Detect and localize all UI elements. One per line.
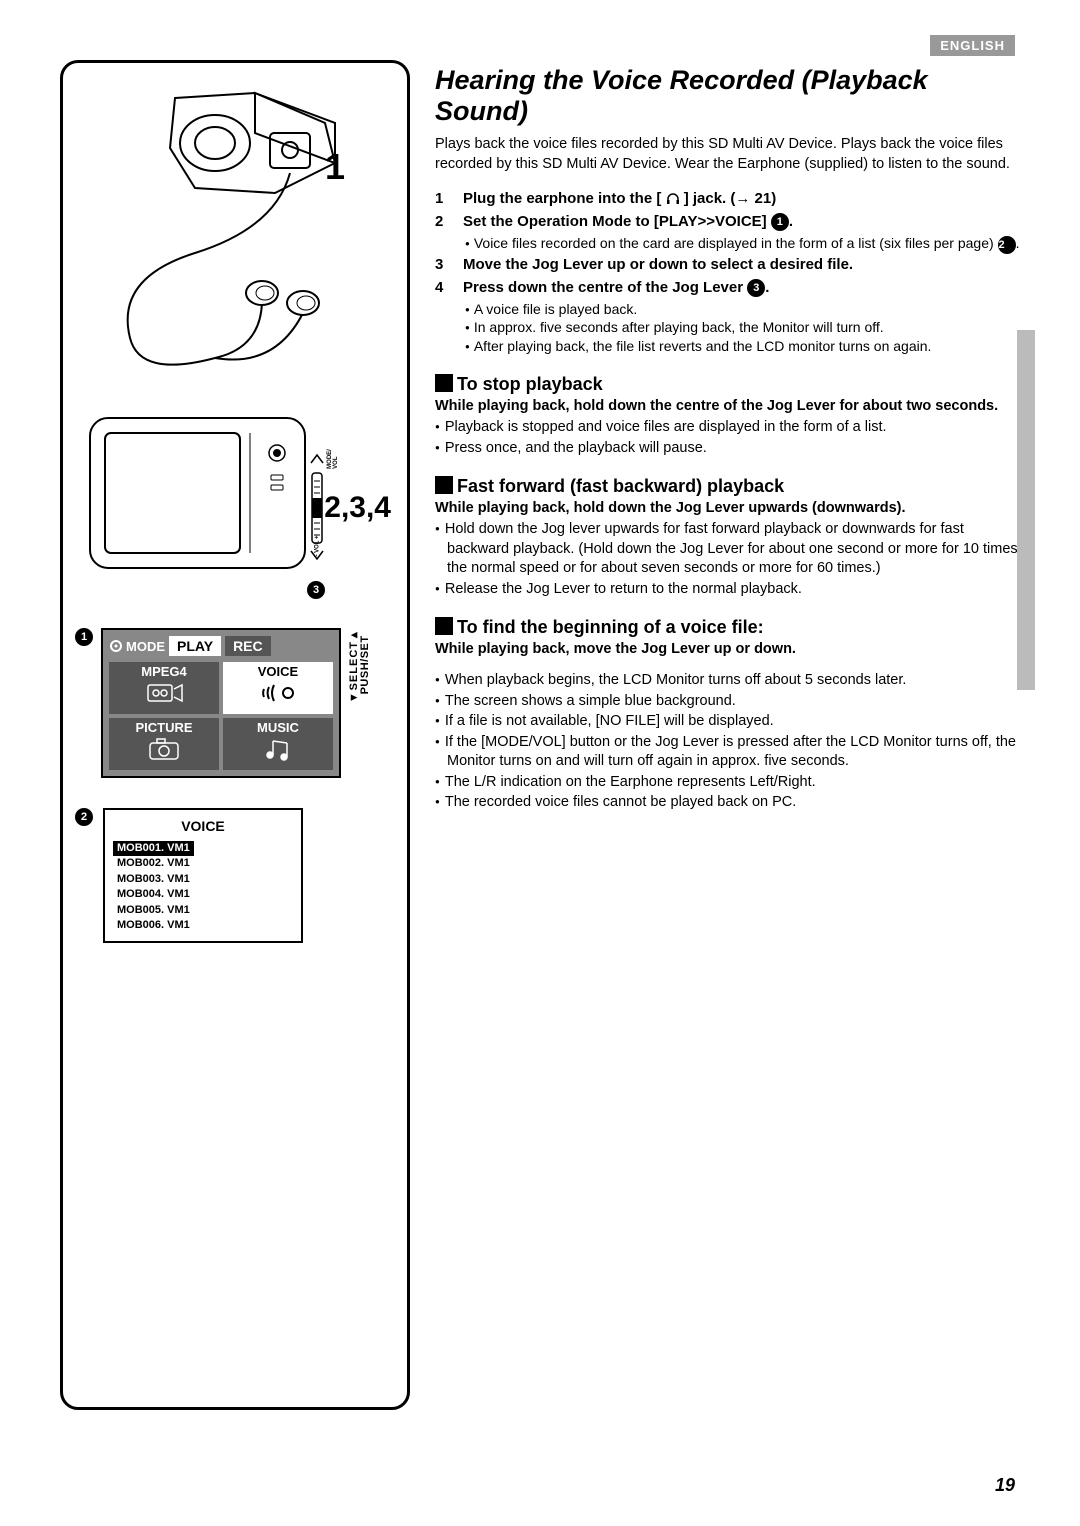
device-joglever-diagram: 2,3,4 3 MODE/VOL - VOL + bbox=[75, 403, 395, 603]
mode-panel-area: 1 MODE PLAY REC MPEG4 bbox=[75, 628, 395, 778]
bullet: Release the Jog Lever to return to the n… bbox=[435, 580, 1020, 600]
bullet: Hold down the Jog lever upwards for fast… bbox=[435, 520, 1020, 579]
page-number: 19 bbox=[995, 1475, 1015, 1496]
voice-list-item: MOB001. VM1 bbox=[113, 841, 194, 856]
text-column: Hearing the Voice Recorded (Playback Sou… bbox=[435, 60, 1020, 1410]
vol-minus-label: - VOL + bbox=[315, 535, 321, 556]
language-tab: ENGLISH bbox=[930, 35, 1015, 56]
subheading-fastforward: Fast forward (fast backward) playback bbox=[435, 476, 1020, 497]
bullet: If the [MODE/VOL] button or the Jog Leve… bbox=[435, 733, 1020, 772]
step-number-234: 2,3,4 bbox=[324, 491, 391, 525]
step-1: 1 Plug the earphone into the [ ] jack. (… bbox=[435, 188, 1020, 209]
page-title: Hearing the Voice Recorded (Playback Sou… bbox=[435, 65, 1020, 127]
voice-list-item: MOB005. VM1 bbox=[113, 903, 293, 918]
step-3: 3 Move the Jog Lever up or down to selec… bbox=[435, 254, 1020, 275]
bold-note: While playing back, hold down the Jog Le… bbox=[435, 499, 1020, 518]
mode-cell-mpeg4: MPEG4 bbox=[109, 662, 219, 714]
side-stripe bbox=[1017, 330, 1035, 690]
page-content: 1 bbox=[60, 60, 1020, 1410]
bullet: Press once, and the playback will pause. bbox=[435, 439, 1020, 459]
numbered-steps: 1 Plug the earphone into the [ ] jack. (… bbox=[435, 188, 1020, 356]
bold-note: While playing back, move the Jog Lever u… bbox=[435, 640, 1020, 659]
voice-list-item: MOB006. VM1 bbox=[113, 918, 293, 933]
circle-ref-1: 1 bbox=[75, 628, 93, 646]
play-tab: PLAY bbox=[169, 636, 221, 656]
bullet: The recorded voice files cannot be playe… bbox=[435, 793, 1020, 813]
mode-cell-voice: VOICE bbox=[223, 662, 333, 714]
device-earphone-diagram: 1 bbox=[75, 78, 395, 398]
voice-list-title: VOICE bbox=[113, 818, 293, 834]
mode-side-labels: ◄SELECT► PUSH/SET bbox=[349, 628, 371, 703]
voice-list-item: MOB004. VM1 bbox=[113, 887, 293, 902]
circle-ref-2: 2 bbox=[75, 808, 93, 826]
step-4-note: After playing back, the file list revert… bbox=[465, 337, 1020, 356]
voice-file-list: VOICE MOB001. VM1 MOB002. VM1 MOB003. VM… bbox=[103, 808, 303, 943]
bullet: If a file is not available, [NO FILE] wi… bbox=[435, 712, 1020, 732]
mode-cell-picture: PICTURE bbox=[109, 718, 219, 770]
step-2: 2 Set the Operation Mode to [PLAY>>VOICE… bbox=[435, 211, 1020, 232]
bullet: When playback begins, the LCD Monitor tu… bbox=[435, 671, 1020, 691]
circle-ref-1-inline: 1 bbox=[771, 213, 789, 231]
headphone-icon bbox=[666, 191, 680, 205]
bullet: The L/R indication on the Earphone repre… bbox=[435, 773, 1020, 793]
subheading-stop: To stop playback bbox=[435, 374, 1020, 395]
illustration-column: 1 bbox=[60, 60, 410, 1410]
step-2-note: Voice files recorded on the card are dis… bbox=[465, 234, 1020, 253]
bullet: The screen shows a simple blue backgroun… bbox=[435, 692, 1020, 712]
step-number-1: 1 bbox=[325, 146, 345, 188]
step-4-note: A voice file is played back. bbox=[465, 300, 1020, 319]
bullet: Playback is stopped and voice files are … bbox=[435, 418, 1020, 438]
mode-cell-music: MUSIC bbox=[223, 718, 333, 770]
voice-list-item: MOB003. VM1 bbox=[113, 872, 293, 887]
step-4: 4 Press down the centre of the Jog Lever… bbox=[435, 277, 1020, 298]
mode-vol-label: MODE/VOL bbox=[327, 449, 339, 469]
mode-label: MODE bbox=[109, 636, 165, 656]
illustration-frame: 1 bbox=[60, 60, 410, 1410]
subheading-find: To find the beginning of a voice file: bbox=[435, 617, 1020, 638]
intro-paragraph: Plays back the voice files recorded by t… bbox=[435, 135, 1020, 174]
circle-ref-3-illustration: 3 bbox=[307, 581, 325, 599]
circle-ref-2-inline: 2 bbox=[998, 236, 1016, 254]
step-4-note: In approx. five seconds after playing ba… bbox=[465, 318, 1020, 337]
circle-ref-3-inline: 3 bbox=[747, 279, 765, 297]
mode-panel: MODE PLAY REC MPEG4 VOICE PICTURE bbox=[101, 628, 341, 778]
rec-tab: REC bbox=[225, 636, 271, 656]
bold-note: While playing back, hold down the centre… bbox=[435, 397, 1020, 416]
voice-list-item: MOB002. VM1 bbox=[113, 856, 293, 871]
voice-list-area: 2 VOICE MOB001. VM1 MOB002. VM1 MOB003. … bbox=[75, 808, 395, 943]
